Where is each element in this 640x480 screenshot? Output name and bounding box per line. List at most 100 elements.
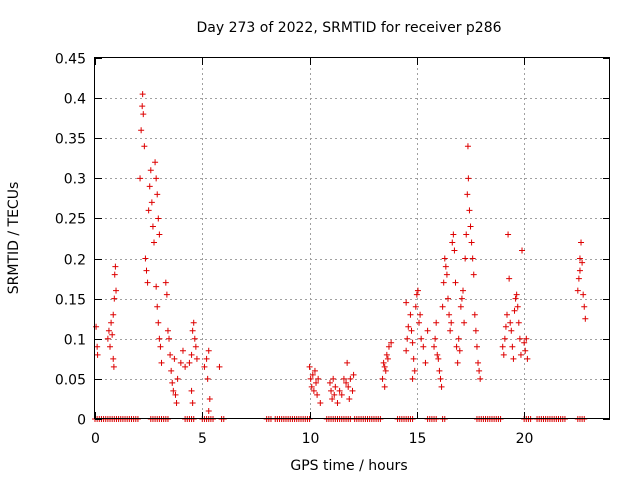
data-point xyxy=(156,231,163,238)
data-point xyxy=(186,359,193,366)
data-point xyxy=(188,387,195,394)
data-point xyxy=(523,335,530,342)
data-point xyxy=(409,375,416,382)
data-point xyxy=(216,363,223,370)
data-point xyxy=(326,379,333,386)
data-point xyxy=(576,255,583,262)
data-point xyxy=(408,327,415,334)
data-point xyxy=(147,167,154,174)
data-point xyxy=(334,399,341,406)
y-axis-label: SRMTID / TECUs xyxy=(6,182,22,295)
data-point xyxy=(382,367,389,374)
data-point xyxy=(576,267,583,274)
data-point xyxy=(435,355,442,362)
data-point xyxy=(412,303,419,310)
data-point xyxy=(155,215,162,222)
data-point xyxy=(405,323,412,330)
data-point xyxy=(203,355,210,362)
data-point xyxy=(432,335,439,342)
data-point xyxy=(436,367,443,374)
data-point xyxy=(148,199,155,206)
data-point xyxy=(449,239,456,246)
data-point xyxy=(381,363,388,370)
data-point xyxy=(169,379,176,386)
data-point xyxy=(162,279,169,286)
data-point xyxy=(458,295,465,302)
data-point xyxy=(166,335,173,342)
data-point xyxy=(439,303,446,310)
data-point xyxy=(437,375,444,382)
data-point xyxy=(109,331,116,338)
data-point xyxy=(431,343,438,350)
data-point xyxy=(409,339,416,346)
y-tick-label: 0.4 xyxy=(64,92,86,108)
data-point xyxy=(433,319,440,326)
data-point xyxy=(153,175,160,182)
y-tick-label: 0.1 xyxy=(64,333,86,349)
data-point xyxy=(306,363,313,370)
data-point xyxy=(470,271,477,278)
data-point xyxy=(385,343,392,350)
data-point xyxy=(443,271,450,278)
data-point xyxy=(332,383,339,390)
y-tick-label: 0 xyxy=(77,413,86,429)
data-point xyxy=(157,343,164,350)
data-point xyxy=(424,327,431,334)
data-point xyxy=(515,319,522,326)
data-point xyxy=(418,335,425,342)
data-point xyxy=(94,343,101,350)
data-point xyxy=(460,287,467,294)
y-tick-label: 0.45 xyxy=(55,52,86,68)
data-point xyxy=(145,207,152,214)
data-point xyxy=(519,247,526,254)
data-point xyxy=(580,291,587,298)
data-point xyxy=(411,367,418,374)
data-point xyxy=(329,395,336,402)
data-point xyxy=(499,343,506,350)
data-point xyxy=(311,367,318,374)
data-point xyxy=(403,299,410,306)
data-point xyxy=(379,375,386,382)
data-point xyxy=(112,263,119,270)
data-point xyxy=(450,231,457,238)
data-point xyxy=(328,387,335,394)
data-point xyxy=(416,319,423,326)
x-tick-label: 10 xyxy=(302,431,320,447)
data-point xyxy=(451,247,458,254)
y-tick-label: 0.35 xyxy=(55,132,86,148)
data-point xyxy=(153,283,160,290)
data-point xyxy=(189,399,196,406)
data-point xyxy=(472,327,479,334)
data-point xyxy=(201,363,208,370)
data-point xyxy=(512,295,519,302)
data-point xyxy=(188,351,195,358)
data-point xyxy=(500,351,507,358)
data-point xyxy=(422,359,429,366)
data-point xyxy=(137,175,144,182)
data-point xyxy=(313,379,320,386)
data-point xyxy=(502,323,509,330)
data-point xyxy=(317,399,324,406)
data-point xyxy=(191,335,198,342)
data-point xyxy=(107,343,114,350)
data-point xyxy=(575,275,582,282)
data-point xyxy=(104,335,111,342)
data-point xyxy=(309,371,316,378)
data-point xyxy=(205,347,212,354)
data-point xyxy=(461,319,468,326)
data-points xyxy=(93,91,589,414)
data-point xyxy=(182,363,189,370)
data-point xyxy=(574,287,581,294)
y-tick-label: 0.2 xyxy=(64,253,86,269)
data-point xyxy=(179,347,186,354)
data-point xyxy=(340,375,347,382)
data-point xyxy=(314,391,321,398)
data-point xyxy=(454,359,461,366)
data-point xyxy=(344,359,351,366)
data-point xyxy=(149,223,156,230)
plot-frame xyxy=(94,57,610,419)
data-point xyxy=(413,291,420,298)
data-point xyxy=(448,319,455,326)
data-point xyxy=(349,387,356,394)
